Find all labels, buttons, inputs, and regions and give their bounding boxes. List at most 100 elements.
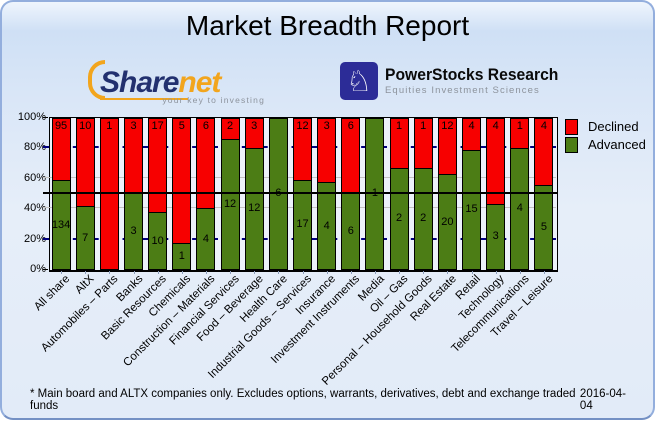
y-axis-label-0: 0%	[30, 263, 46, 275]
bar-media: 1	[365, 118, 385, 270]
x-axis-tick	[254, 271, 256, 274]
advanced-count-label: 6	[347, 225, 354, 237]
declined-segment	[76, 119, 94, 208]
x-axis-tick	[230, 271, 232, 274]
advanced-count-label: 17	[296, 218, 309, 231]
x-axis-tick	[399, 271, 401, 274]
advanced-count-label: 4	[202, 232, 209, 245]
declined-count-label: 6	[347, 120, 354, 132]
page-title: Market Breadth Report	[185, 10, 470, 41]
x-axis-tick	[543, 271, 545, 274]
y-axis-tick-100	[43, 117, 48, 118]
x-axis-tick	[423, 271, 425, 274]
advanced-count-label: 15	[465, 203, 478, 215]
y-axis-label-80: 80%	[23, 141, 46, 154]
declined-segment	[535, 119, 553, 186]
y-axis-tick-0	[43, 269, 48, 270]
declined-count-label: 1	[106, 120, 113, 132]
advanced-count-label: 5	[540, 220, 547, 233]
sharenet-wordmark-share: Share	[100, 66, 179, 99]
declined-count-label: 12	[296, 120, 309, 132]
bar-real-estate: 12 20	[437, 118, 457, 270]
powerstocks-logo: ♘ PowerStocks Research Equities Investme…	[340, 60, 568, 102]
bar-altx: 10 7	[75, 118, 95, 270]
declined-count-label: 6	[202, 120, 209, 132]
advanced-count-label: 4	[323, 219, 330, 232]
x-axis-tick	[519, 271, 521, 274]
declined-count-label: 3	[323, 120, 330, 132]
sharenet-arc-icon	[88, 60, 105, 100]
advanced-count-label: 2	[396, 212, 403, 225]
declined-count-label: 5	[178, 120, 185, 132]
declined-segment	[414, 119, 432, 169]
bar-industrial-goods-services: 12 17	[293, 118, 312, 270]
advanced-count-label: 3	[130, 225, 137, 237]
declined-count-label: 4	[492, 120, 499, 132]
x-axis-tick	[302, 271, 304, 274]
footnote: * Main board and ALTX companies only. Ex…	[30, 388, 576, 412]
knight-chess-icon: ♘	[340, 62, 378, 100]
declined-count-label: 4	[540, 120, 547, 132]
reference-line-50pct	[43, 192, 557, 194]
advanced-count-label: 2	[420, 212, 427, 225]
x-axis-tick	[350, 271, 352, 274]
declined-segment	[390, 119, 408, 169]
declined-segment	[173, 119, 191, 244]
x-axis-label: All share	[32, 273, 73, 314]
declined-count-label: 12	[441, 120, 454, 132]
x-axis-tick	[495, 271, 497, 274]
declined-count-label: 17	[151, 120, 164, 132]
advanced-count-label: 12	[223, 197, 237, 210]
declined-count-label: 1	[396, 120, 403, 132]
advanced-count-label: 10	[151, 234, 164, 247]
legend-swatch-declined	[565, 118, 578, 135]
bar-food-beverage: 3 12	[244, 118, 264, 270]
x-axis-tick	[181, 271, 183, 274]
bar-automobiles-parts: 1	[99, 118, 119, 270]
legend-item-declined: Declined	[565, 118, 646, 135]
declined-segment	[197, 119, 215, 209]
bar-retail: 4 15	[462, 118, 481, 270]
advanced-count-label: 7	[82, 231, 89, 244]
x-axis-tick	[374, 271, 376, 274]
declined-count-label: 2	[227, 120, 234, 132]
advanced-count-label: 1	[178, 250, 185, 263]
declined-count-label: 3	[251, 120, 258, 132]
legend-item-advanced: Advanced	[565, 136, 646, 153]
declined-count-label: 3	[130, 120, 137, 132]
legend-swatch-advanced	[565, 136, 578, 153]
report-date: 2016-04-04	[579, 388, 626, 412]
powerstocks-title: PowerStocks Research	[385, 66, 559, 84]
declined-count-label: 1	[516, 120, 523, 132]
legend-label: Advanced	[588, 137, 646, 152]
powerstocks-tagline: Equities Investment Sciences	[385, 85, 540, 96]
declined-segment	[294, 119, 311, 182]
declined-segment	[245, 119, 263, 149]
x-axis-tick	[326, 271, 328, 274]
advanced-count-label: 4	[516, 202, 523, 215]
chart-legend: Declined Advanced	[565, 118, 646, 154]
y-axis-label-100: 100%	[17, 111, 46, 123]
legend-label: Declined	[588, 119, 639, 134]
x-axis-tick	[205, 271, 207, 274]
bar-basic-resources: 17 10	[148, 118, 168, 270]
y-axis-label-20: 20%	[23, 232, 46, 245]
declined-segment	[221, 119, 239, 141]
declined-segment	[318, 119, 336, 184]
declined-segment	[52, 119, 70, 182]
sharenet-underline	[100, 98, 188, 100]
advanced-count-label: 12	[248, 202, 261, 215]
advanced-count-label: 20	[441, 215, 454, 228]
declined-segment	[511, 119, 529, 149]
declined-segment	[438, 119, 456, 176]
